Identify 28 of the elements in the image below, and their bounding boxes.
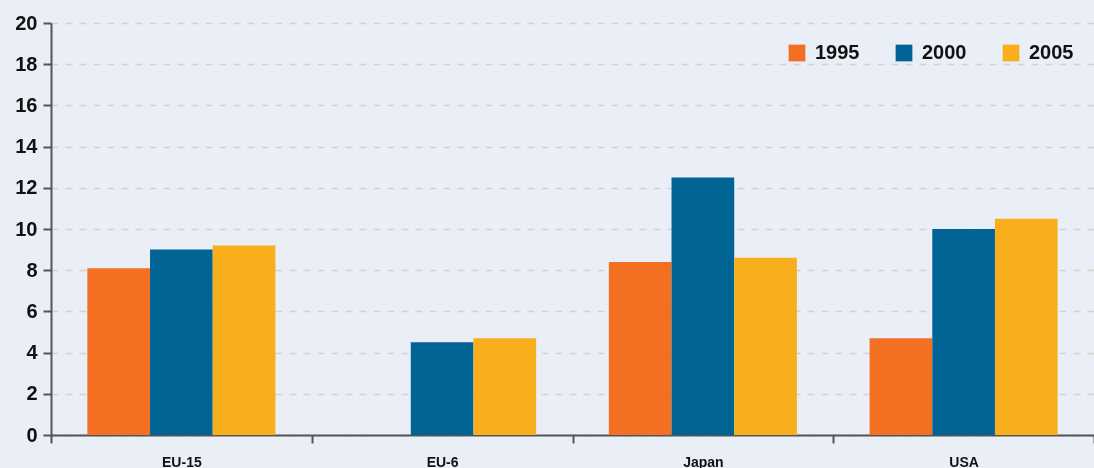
y-tick-label: 10 (15, 217, 38, 240)
y-tick-label: 8 (26, 258, 38, 281)
y-tick-label: 0 (26, 423, 38, 446)
y-tick-label: 20 (15, 11, 38, 34)
bar (473, 338, 537, 435)
y-tick-label: 2 (26, 382, 38, 405)
y-tick-label: 6 (26, 299, 38, 322)
bar (608, 261, 672, 435)
bar (932, 229, 995, 435)
x-tick-label: EU-6 (426, 453, 459, 468)
y-tick-label: 14 (15, 135, 39, 158)
legend-label: 2005 (1029, 41, 1074, 63)
y-tick-label: 12 (15, 176, 38, 199)
legend-label: 1995 (815, 41, 860, 63)
bar (212, 245, 276, 435)
y-tick-label: 4 (26, 341, 39, 364)
y-tick-label: 18 (15, 52, 38, 75)
bar (87, 268, 151, 435)
bar (869, 338, 933, 435)
bar (994, 218, 1058, 435)
y-tick-label: 16 (15, 93, 38, 116)
bar (150, 249, 213, 435)
bar (410, 342, 474, 435)
bar (734, 257, 797, 435)
x-tick-label: USA (949, 453, 979, 468)
bar (671, 177, 735, 435)
x-tick-label: EU-15 (162, 453, 202, 468)
legend-label: 2000 (922, 41, 967, 63)
